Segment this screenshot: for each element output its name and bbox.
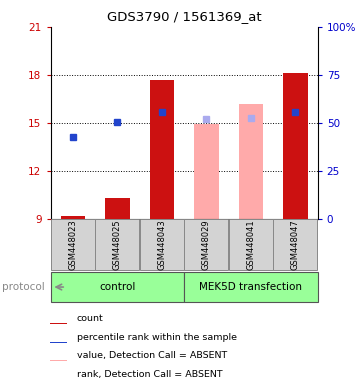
Text: protocol: protocol [2, 282, 44, 292]
FancyBboxPatch shape [273, 219, 317, 270]
Text: GSM448023: GSM448023 [68, 219, 77, 270]
Bar [50, 360, 67, 361]
Text: GSM448029: GSM448029 [202, 220, 211, 270]
FancyBboxPatch shape [51, 272, 184, 302]
FancyBboxPatch shape [184, 272, 318, 302]
Text: GSM448041: GSM448041 [247, 220, 255, 270]
Bar [50, 323, 67, 324]
Text: percentile rank within the sample: percentile rank within the sample [77, 333, 237, 342]
Bar [239, 104, 263, 219]
Bar [194, 124, 219, 219]
FancyBboxPatch shape [140, 219, 184, 270]
Bar [61, 217, 85, 219]
Text: control: control [99, 282, 135, 292]
Bar [149, 80, 174, 219]
Text: value, Detection Call = ABSENT: value, Detection Call = ABSENT [77, 351, 227, 360]
Text: MEK5D transfection: MEK5D transfection [199, 282, 303, 292]
FancyBboxPatch shape [184, 219, 229, 270]
Text: GSM448025: GSM448025 [113, 220, 122, 270]
FancyBboxPatch shape [51, 219, 95, 270]
Text: GSM448043: GSM448043 [157, 219, 166, 270]
Text: GSM448047: GSM448047 [291, 219, 300, 270]
Bar [50, 342, 67, 343]
Text: count: count [77, 314, 103, 323]
Bar [105, 198, 130, 219]
Bar [283, 73, 308, 219]
FancyBboxPatch shape [229, 219, 273, 270]
FancyBboxPatch shape [95, 219, 139, 270]
Title: GDS3790 / 1561369_at: GDS3790 / 1561369_at [107, 10, 261, 23]
Text: rank, Detection Call = ABSENT: rank, Detection Call = ABSENT [77, 370, 222, 379]
